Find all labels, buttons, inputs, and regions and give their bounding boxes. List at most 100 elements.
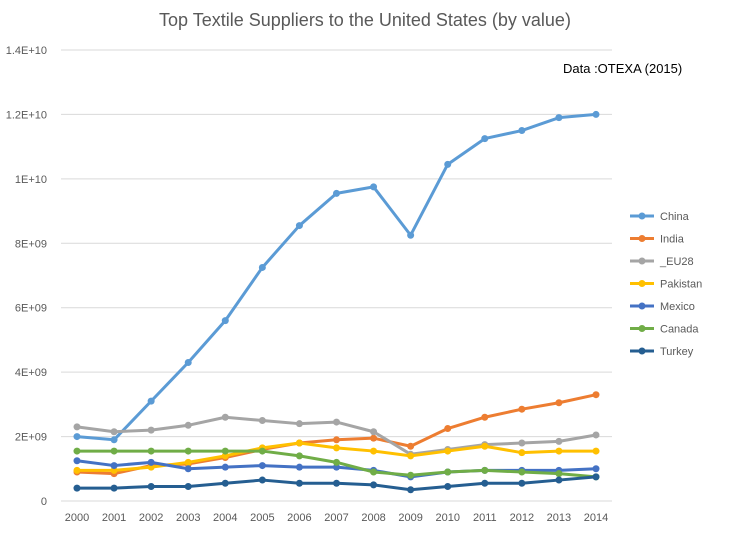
data-point bbox=[592, 431, 600, 439]
legend-label: India bbox=[660, 234, 685, 246]
data-point bbox=[592, 110, 600, 118]
x-tick-label: 2012 bbox=[510, 512, 534, 524]
data-point bbox=[444, 468, 452, 476]
data-point bbox=[333, 479, 340, 487]
data-point bbox=[110, 428, 118, 436]
data-point bbox=[444, 160, 452, 168]
legend-label: Pakistan bbox=[660, 279, 702, 291]
x-tick-label: 2007 bbox=[324, 512, 348, 524]
data-point bbox=[333, 189, 340, 197]
data-point bbox=[73, 423, 81, 431]
legend-label: Mexico bbox=[660, 301, 695, 313]
data-point bbox=[444, 483, 452, 491]
data-point bbox=[110, 484, 118, 492]
data-point bbox=[370, 183, 378, 191]
data-point bbox=[147, 463, 155, 471]
data-point bbox=[481, 413, 489, 421]
data-point bbox=[407, 442, 415, 450]
data-point bbox=[333, 463, 340, 471]
series-eu28 bbox=[73, 413, 600, 458]
data-point bbox=[370, 447, 378, 455]
y-tick-label: 1E+10 bbox=[15, 174, 47, 186]
x-tick-label: 2000 bbox=[65, 512, 89, 524]
x-tick-label: 2003 bbox=[176, 512, 200, 524]
data-point bbox=[221, 413, 229, 421]
data-point bbox=[295, 439, 303, 447]
data-point bbox=[73, 457, 81, 465]
data-point bbox=[370, 434, 378, 442]
data-point bbox=[73, 447, 81, 455]
data-point bbox=[407, 231, 415, 239]
y-tick-label: 8E+09 bbox=[15, 238, 47, 250]
data-point bbox=[184, 483, 192, 491]
x-tick-label: 2002 bbox=[139, 512, 163, 524]
legend: China India _EU28 Pakistan Mexico Canada Turke… bbox=[630, 211, 702, 358]
data-point bbox=[221, 452, 229, 460]
y-tick-label: 2E+09 bbox=[15, 432, 47, 444]
data-point bbox=[407, 471, 415, 479]
data-point bbox=[518, 479, 526, 487]
data-point bbox=[555, 437, 563, 445]
legend-marker bbox=[638, 235, 646, 242]
data-point bbox=[481, 466, 489, 474]
data-point bbox=[518, 449, 526, 457]
data-point bbox=[555, 470, 563, 478]
data-point bbox=[184, 465, 192, 473]
data-point bbox=[73, 484, 81, 492]
data-point bbox=[221, 447, 229, 455]
legend-item: Canada bbox=[630, 324, 699, 336]
data-point bbox=[592, 391, 600, 399]
data-point bbox=[407, 486, 415, 494]
x-tick-label: 2013 bbox=[547, 512, 571, 524]
data-point bbox=[333, 444, 340, 452]
data-point bbox=[333, 436, 340, 444]
data-point bbox=[147, 447, 155, 455]
data-point bbox=[333, 418, 340, 426]
y-tick-label: 1.2E+10 bbox=[6, 109, 47, 121]
series-lines bbox=[73, 110, 600, 494]
data-point bbox=[221, 463, 229, 471]
data-point bbox=[110, 436, 118, 444]
data-point bbox=[333, 458, 340, 466]
data-point bbox=[73, 466, 81, 474]
data-point bbox=[555, 114, 563, 122]
legend-label: _EU28 bbox=[659, 256, 694, 268]
data-point bbox=[555, 447, 563, 455]
data-point bbox=[295, 420, 303, 428]
data-point bbox=[518, 127, 526, 135]
data-point bbox=[221, 479, 229, 487]
data-point bbox=[518, 468, 526, 476]
legend-item: Turkey bbox=[630, 346, 694, 358]
data-point bbox=[147, 397, 155, 405]
data-point bbox=[592, 465, 600, 473]
data-point bbox=[481, 135, 489, 143]
data-point bbox=[370, 481, 378, 489]
legend-label: China bbox=[660, 211, 690, 223]
data-point bbox=[184, 358, 192, 366]
data-point bbox=[295, 452, 303, 460]
x-tick-label: 2009 bbox=[398, 512, 422, 524]
legend-item: Mexico bbox=[630, 301, 695, 313]
legend-item: China bbox=[630, 211, 690, 223]
y-axis-ticks: 0 2E+09 4E+09 6E+09 8E+09 1E+10 1.2E+10 1.4E+10 bbox=[6, 45, 47, 508]
series-line bbox=[75, 112, 598, 442]
data-point bbox=[147, 483, 155, 491]
data-point bbox=[258, 416, 266, 424]
legend-item: Pakistan bbox=[630, 279, 702, 291]
data-point bbox=[184, 421, 192, 429]
x-tick-label: 2014 bbox=[584, 512, 608, 524]
data-point bbox=[518, 405, 526, 413]
data-point bbox=[444, 425, 452, 433]
series-china bbox=[73, 110, 600, 444]
series-turkey bbox=[73, 473, 600, 494]
data-point bbox=[555, 476, 563, 484]
x-tick-label: 2010 bbox=[435, 512, 459, 524]
data-point bbox=[110, 447, 118, 455]
chart-title: Top Textile Suppliers to the United Stat… bbox=[159, 10, 571, 30]
data-point bbox=[481, 442, 489, 450]
data-point bbox=[295, 479, 303, 487]
legend-label: Turkey bbox=[660, 346, 694, 358]
data-point bbox=[592, 473, 600, 481]
legend-label: Canada bbox=[660, 324, 699, 336]
